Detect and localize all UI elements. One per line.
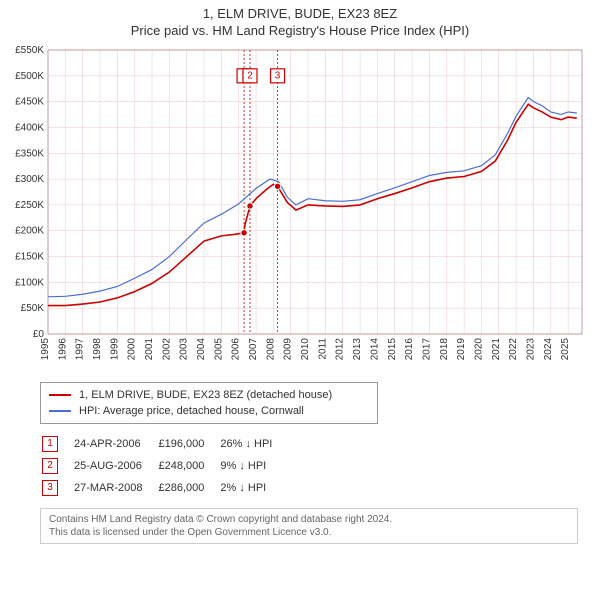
- svg-text:2013: 2013: [352, 338, 363, 361]
- legend-swatch: [49, 410, 71, 412]
- svg-text:£250K: £250K: [15, 200, 44, 211]
- sale-row: 1 24-APR-2006£196,00026% ↓ HPI: [42, 434, 286, 454]
- sale-marker-cell: 3: [42, 478, 72, 498]
- sale-date: 25-AUG-2006: [74, 456, 156, 476]
- svg-text:2019: 2019: [456, 338, 467, 361]
- svg-text:£150K: £150K: [15, 252, 44, 263]
- footer-line-1: Contains HM Land Registry data © Crown c…: [49, 513, 569, 526]
- page-root: 1, ELM DRIVE, BUDE, EX23 8EZ Price paid …: [0, 0, 600, 590]
- legend-label: HPI: Average price, detached house, Corn…: [79, 403, 304, 419]
- svg-text:2024: 2024: [543, 338, 554, 361]
- svg-text:£500K: £500K: [15, 71, 44, 82]
- legend-row: HPI: Average price, detached house, Corn…: [49, 403, 369, 419]
- svg-text:1997: 1997: [75, 338, 86, 361]
- sale-date: 24-APR-2006: [74, 434, 156, 454]
- svg-text:1999: 1999: [109, 338, 120, 361]
- svg-text:2025: 2025: [560, 338, 571, 361]
- svg-text:£550K: £550K: [15, 45, 44, 56]
- sale-delta: 26% ↓ HPI: [220, 434, 286, 454]
- svg-text:2014: 2014: [369, 338, 380, 361]
- svg-text:2023: 2023: [525, 338, 536, 361]
- sale-price: £196,000: [158, 434, 218, 454]
- legend-row: 1, ELM DRIVE, BUDE, EX23 8EZ (detached h…: [49, 387, 369, 403]
- svg-text:2008: 2008: [265, 338, 276, 361]
- svg-text:2018: 2018: [439, 338, 450, 361]
- price-chart: £0£50K£100K£150K£200K£250K£300K£350K£400…: [0, 44, 590, 374]
- svg-text:£400K: £400K: [15, 122, 44, 133]
- sale-price: £248,000: [158, 456, 218, 476]
- svg-text:2005: 2005: [213, 338, 224, 361]
- attribution-footer: Contains HM Land Registry data © Crown c…: [40, 508, 578, 544]
- svg-text:2000: 2000: [127, 338, 138, 361]
- sale-marker-icon: 2: [42, 458, 58, 474]
- svg-text:£50K: £50K: [21, 303, 45, 314]
- svg-text:1995: 1995: [40, 338, 51, 361]
- sale-delta: 9% ↓ HPI: [220, 456, 286, 476]
- svg-text:2002: 2002: [161, 338, 172, 361]
- svg-text:3: 3: [275, 70, 281, 81]
- sale-marker-cell: 1: [42, 434, 72, 454]
- footer-line-2: This data is licensed under the Open Gov…: [49, 526, 569, 539]
- sales-table: 1 24-APR-2006£196,00026% ↓ HPI 2 25-AUG-200…: [40, 432, 288, 500]
- legend: 1, ELM DRIVE, BUDE, EX23 8EZ (detached h…: [40, 382, 378, 424]
- sale-row: 3 27-MAR-2008£286,0002% ↓ HPI: [42, 478, 286, 498]
- svg-text:2003: 2003: [179, 338, 190, 361]
- svg-text:1998: 1998: [92, 338, 103, 361]
- legend-label: 1, ELM DRIVE, BUDE, EX23 8EZ (detached h…: [79, 387, 332, 403]
- svg-text:2015: 2015: [387, 338, 398, 361]
- svg-text:£450K: £450K: [15, 97, 44, 108]
- svg-text:2017: 2017: [421, 338, 432, 361]
- svg-text:2011: 2011: [317, 338, 328, 360]
- chart-area: £0£50K£100K£150K£200K£250K£300K£350K£400…: [0, 44, 600, 374]
- svg-text:£200K: £200K: [15, 226, 44, 237]
- svg-text:£100K: £100K: [15, 277, 44, 288]
- sale-marker-cell: 2: [42, 456, 72, 476]
- sale-date: 27-MAR-2008: [74, 478, 156, 498]
- svg-text:2004: 2004: [196, 338, 207, 361]
- svg-text:1996: 1996: [57, 338, 68, 361]
- legend-swatch: [49, 394, 71, 396]
- svg-text:2012: 2012: [335, 338, 346, 361]
- sale-row: 2 25-AUG-2006£248,0009% ↓ HPI: [42, 456, 286, 476]
- sale-marker-icon: 1: [42, 436, 58, 452]
- svg-text:2007: 2007: [248, 338, 259, 361]
- svg-text:2: 2: [247, 70, 253, 81]
- svg-text:2020: 2020: [473, 338, 484, 361]
- svg-text:£350K: £350K: [15, 148, 44, 159]
- svg-text:£300K: £300K: [15, 174, 44, 185]
- sale-delta: 2% ↓ HPI: [220, 478, 286, 498]
- svg-text:2010: 2010: [300, 338, 311, 361]
- title-main: 1, ELM DRIVE, BUDE, EX23 8EZ: [0, 6, 600, 21]
- svg-text:2016: 2016: [404, 338, 415, 361]
- title-sub: Price paid vs. HM Land Registry's House …: [0, 23, 600, 38]
- svg-text:2006: 2006: [231, 338, 242, 361]
- svg-text:2001: 2001: [144, 338, 155, 361]
- chart-titles: 1, ELM DRIVE, BUDE, EX23 8EZ Price paid …: [0, 0, 600, 38]
- svg-text:2009: 2009: [283, 338, 294, 361]
- svg-text:2022: 2022: [508, 338, 519, 361]
- sale-price: £286,000: [158, 478, 218, 498]
- sale-marker-icon: 3: [42, 480, 58, 496]
- svg-text:2021: 2021: [491, 338, 502, 361]
